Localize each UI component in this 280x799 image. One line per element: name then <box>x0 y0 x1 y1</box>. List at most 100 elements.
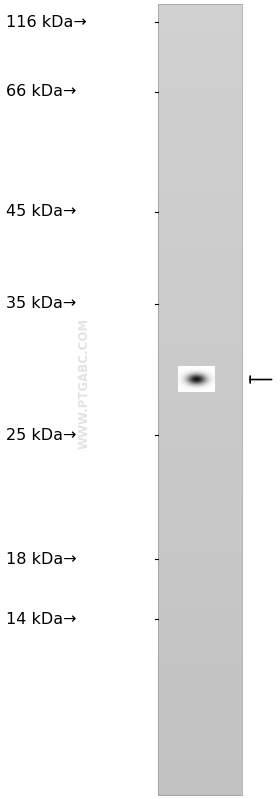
Bar <box>158 149 242 151</box>
Bar <box>158 51 242 54</box>
Bar <box>158 308 242 312</box>
Bar <box>158 463 242 466</box>
Bar <box>158 552 242 555</box>
Bar <box>158 178 242 181</box>
Bar <box>158 320 242 323</box>
Bar <box>158 629 242 632</box>
Bar <box>158 384 242 387</box>
Bar <box>158 8 242 10</box>
Bar <box>158 688 242 691</box>
Bar <box>158 213 242 217</box>
Bar <box>158 398 242 400</box>
Bar <box>158 300 242 304</box>
Bar <box>158 153 242 155</box>
Bar <box>158 217 242 221</box>
Bar <box>158 4 242 6</box>
Bar <box>158 700 242 703</box>
Bar <box>158 496 242 499</box>
Bar <box>158 243 242 246</box>
Bar <box>158 484 242 487</box>
Bar <box>158 273 242 276</box>
Bar <box>158 599 242 602</box>
Bar <box>158 516 242 519</box>
Bar <box>158 275 242 278</box>
Bar <box>158 702 242 705</box>
Bar <box>158 291 242 293</box>
Bar <box>158 789 242 792</box>
Bar <box>158 161 242 163</box>
Bar <box>158 587 242 590</box>
Bar <box>158 251 242 254</box>
Bar <box>158 654 242 658</box>
Bar <box>158 658 242 662</box>
Bar <box>158 79 242 82</box>
Bar <box>158 611 242 614</box>
Bar <box>158 507 242 509</box>
Bar <box>158 348 242 351</box>
Bar <box>158 765 242 768</box>
Bar <box>158 401 242 404</box>
Bar <box>158 694 242 697</box>
Bar <box>158 777 242 780</box>
Bar <box>158 503 242 505</box>
Bar <box>158 142 242 145</box>
Bar <box>158 188 242 191</box>
Bar <box>158 558 242 560</box>
Bar <box>158 125 242 127</box>
Bar <box>158 224 242 226</box>
Bar <box>158 721 242 725</box>
Bar <box>158 105 242 108</box>
Bar <box>158 364 242 367</box>
Bar <box>158 594 242 596</box>
Bar <box>158 617 242 620</box>
Bar <box>158 328 242 331</box>
Bar <box>158 666 242 670</box>
Bar <box>158 233 242 237</box>
Bar <box>158 745 242 749</box>
Bar <box>158 390 242 392</box>
Bar <box>158 267 242 270</box>
Bar <box>158 101 242 104</box>
Bar <box>158 773 242 776</box>
Bar <box>158 38 242 41</box>
Bar <box>158 200 242 202</box>
Bar <box>158 30 242 33</box>
Bar <box>158 257 242 260</box>
Bar <box>158 499 242 501</box>
Bar <box>158 376 242 379</box>
Bar <box>158 288 242 292</box>
Bar <box>158 380 242 383</box>
Bar <box>158 475 242 478</box>
Bar <box>158 623 242 626</box>
Bar <box>158 134 242 137</box>
Bar <box>158 631 242 634</box>
Bar <box>158 447 242 450</box>
Bar <box>158 324 242 327</box>
Bar <box>158 340 242 343</box>
Bar <box>158 445 242 447</box>
Bar <box>158 427 242 430</box>
Bar <box>158 350 242 353</box>
Bar <box>158 358 242 361</box>
Bar <box>158 229 242 233</box>
Bar <box>158 518 242 521</box>
Bar <box>158 299 242 301</box>
Bar <box>158 528 242 531</box>
Bar <box>158 736 242 738</box>
Bar <box>158 344 242 347</box>
Bar <box>158 425 242 428</box>
Bar <box>158 228 242 230</box>
Bar <box>158 283 242 285</box>
Bar <box>158 678 242 681</box>
Bar <box>158 204 242 206</box>
Bar <box>158 704 242 707</box>
Bar <box>158 473 242 475</box>
Bar <box>158 753 242 756</box>
Bar <box>158 752 242 754</box>
Bar <box>158 495 242 497</box>
Bar <box>158 307 242 309</box>
Bar <box>158 26 242 29</box>
Bar <box>158 653 242 655</box>
Bar <box>158 212 242 214</box>
Bar <box>158 245 242 248</box>
